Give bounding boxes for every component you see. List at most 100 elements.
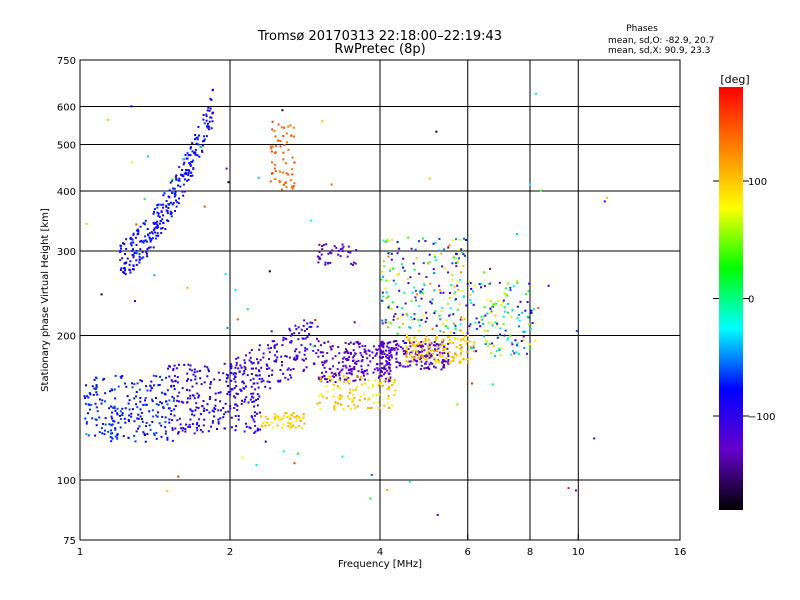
data-point — [363, 348, 366, 351]
data-point — [414, 296, 417, 299]
data-point — [189, 397, 192, 400]
data-point — [151, 409, 154, 412]
data-point — [210, 98, 213, 101]
data-point — [110, 429, 113, 432]
data-point — [388, 372, 391, 375]
data-point — [288, 414, 291, 417]
chart-subtitle: RwPretec (8p) — [334, 42, 425, 57]
data-point — [258, 369, 260, 372]
data-point — [217, 422, 220, 425]
data-point — [186, 397, 189, 400]
data-point — [511, 343, 514, 346]
data-point — [348, 356, 351, 359]
data-point — [285, 412, 288, 415]
data-point — [217, 418, 220, 421]
data-point — [469, 293, 472, 296]
data-point — [345, 378, 348, 381]
data-point — [253, 411, 256, 414]
data-point — [274, 178, 277, 181]
data-point — [189, 418, 192, 421]
data-point — [145, 421, 148, 424]
data-point — [112, 406, 115, 409]
data-point — [246, 308, 249, 311]
data-point — [332, 365, 335, 368]
data-point — [435, 324, 438, 327]
data-point — [217, 421, 220, 424]
data-point — [182, 427, 185, 430]
data-point — [348, 365, 351, 368]
data-point — [207, 370, 210, 373]
data-point — [226, 377, 228, 380]
data-point — [436, 350, 439, 352]
data-point — [512, 285, 515, 288]
data-point — [381, 300, 384, 303]
data-point — [424, 339, 427, 342]
data-point — [185, 173, 187, 176]
data-point — [395, 353, 398, 356]
data-point — [450, 360, 453, 363]
data-point — [497, 299, 500, 302]
data-point — [431, 349, 434, 352]
data-point — [530, 309, 533, 312]
data-point — [85, 433, 88, 435]
data-point — [395, 351, 398, 354]
data-point — [426, 352, 428, 354]
data-point — [165, 209, 168, 212]
data-point — [165, 200, 168, 202]
data-point — [379, 345, 381, 348]
data-point — [364, 345, 367, 348]
data-point — [418, 324, 421, 327]
data-point — [388, 379, 391, 382]
data-point — [303, 353, 306, 356]
data-point — [128, 414, 131, 417]
data-point — [375, 363, 378, 366]
data-point — [290, 421, 293, 424]
data-point — [182, 163, 185, 166]
data-point — [447, 360, 450, 363]
data-point — [402, 323, 404, 326]
data-point — [516, 280, 519, 283]
data-point — [275, 360, 278, 363]
data-point — [286, 368, 289, 371]
data-point — [376, 349, 379, 352]
data-point — [356, 405, 359, 408]
data-point — [337, 372, 340, 375]
data-point — [439, 355, 442, 358]
data-point — [366, 357, 369, 360]
data-point — [380, 374, 383, 377]
data-point — [414, 354, 417, 357]
data-point — [509, 286, 512, 289]
data-point — [415, 257, 418, 260]
data-point — [282, 339, 285, 342]
data-point — [452, 239, 454, 242]
data-point — [192, 394, 195, 397]
data-point — [421, 237, 424, 240]
data-point — [297, 452, 300, 455]
data-point — [142, 403, 145, 406]
data-point — [135, 403, 138, 406]
data-point — [110, 415, 113, 418]
data-point — [178, 417, 181, 420]
data-point — [98, 416, 101, 419]
data-point — [395, 340, 398, 342]
data-point — [396, 360, 399, 363]
data-point — [329, 345, 332, 348]
data-point — [282, 415, 285, 418]
data-point — [452, 357, 455, 360]
data-point — [296, 414, 299, 417]
data-point — [361, 383, 364, 386]
data-point — [245, 396, 248, 399]
data-point — [253, 420, 256, 423]
data-point — [174, 175, 177, 178]
data-point — [371, 394, 374, 397]
data-point — [188, 423, 191, 426]
data-point — [194, 138, 196, 141]
data-point — [385, 279, 388, 282]
data-point — [393, 381, 396, 384]
data-point — [186, 379, 188, 382]
data-point — [138, 252, 141, 255]
data-point — [380, 370, 383, 373]
data-point — [389, 269, 391, 272]
data-point — [274, 413, 277, 416]
data-point — [257, 386, 260, 389]
